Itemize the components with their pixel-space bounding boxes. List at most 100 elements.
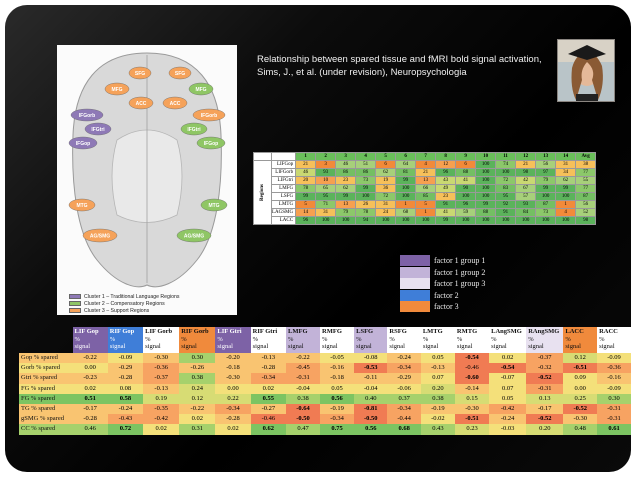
- column-header: RAngSMG% signal: [526, 327, 564, 353]
- factor-label: factor 1 group 2: [434, 267, 486, 277]
- region-ifgop: IFGop: [196, 136, 226, 150]
- table-cell: 100: [535, 216, 557, 225]
- table-cell: -0.45: [286, 363, 321, 374]
- table-cell: 81: [395, 168, 417, 177]
- factor-swatch: [400, 266, 430, 278]
- table-cell: -0.24: [387, 353, 421, 364]
- row-label: Gorb % spared: [19, 363, 73, 374]
- table-row: Gop % spared -0.22 -0.09 -0.30 0.30 -0.20 -0.1…: [19, 353, 631, 364]
- table-cell: 5: [415, 200, 437, 209]
- table-cell: -0.52: [526, 414, 564, 425]
- column-header: 8: [435, 152, 457, 161]
- table-cell: 0.02: [179, 414, 216, 425]
- table-cell: 92: [495, 200, 517, 209]
- table-cell: -0.34: [215, 403, 251, 415]
- column-header: Avg: [575, 152, 597, 161]
- table-cell: 78: [355, 208, 377, 217]
- table-cell: 0.31: [179, 424, 216, 435]
- region-sfg: SFG: [128, 66, 152, 80]
- table-cell: 38: [575, 160, 597, 169]
- table-cell: 98: [575, 216, 597, 225]
- table-row: LAGSMG 14 31 79 78 24 68 1 41 59 88 91 84 73 4 52: [254, 208, 597, 217]
- table-cell: 3: [315, 160, 337, 169]
- table-cell: 0.56: [354, 424, 388, 435]
- table-cell: 0.62: [250, 424, 287, 435]
- table-cell: 99: [475, 200, 497, 209]
- legend-swatch: [69, 308, 81, 313]
- table-cell: 99: [355, 184, 377, 193]
- table-cell: -0.30: [563, 414, 598, 425]
- svg-text:MFG: MFG: [111, 87, 122, 93]
- factor-legend-item: factor 1 group 1: [400, 255, 485, 267]
- table-cell: -0.37: [143, 373, 180, 384]
- table-cell: 96: [435, 168, 457, 177]
- table-cell: 0.02: [489, 353, 527, 364]
- table-cell: 88: [475, 208, 497, 217]
- table-row: LIFGtri 20 10 23 73 19 99 13 43 41 100 72 42 79 62 55: [254, 176, 597, 185]
- table-row: LIFGorb 46 93 86 86 62 81 21 96 88 100 100 98 97 34 77: [254, 168, 597, 177]
- table-cell: -0.13: [250, 353, 287, 364]
- table-row: Gorb % spared 0.00 -0.29 -0.36 -0.26 -0.18 -0.…: [19, 363, 631, 374]
- brain-figure: SFG SFG MFG MFG ACC ACC IFGorb IFGorb IFGtri IFGt…: [57, 45, 237, 315]
- table-row: FG % spared 0.02 0.08 -0.13 0.24 0.00 0.02 -0.0…: [19, 383, 631, 394]
- row-label: Gop % spared: [19, 353, 73, 364]
- table-cell: 100: [515, 216, 537, 225]
- table-cell: -0.29: [107, 363, 144, 374]
- svg-text:IFGop: IFGop: [76, 141, 90, 147]
- column-header: RMFG% signal: [320, 327, 355, 353]
- table-cell: 31: [315, 208, 337, 217]
- table-cell: 6: [375, 160, 397, 169]
- table-cell: -0.36: [143, 363, 180, 374]
- column-header: RACC% signal: [597, 327, 631, 353]
- table-cell: 71: [315, 200, 337, 209]
- table-cell: 62: [555, 176, 577, 185]
- svg-text:ACC: ACC: [136, 101, 147, 107]
- table-cell: 1: [555, 200, 577, 209]
- table-header-row: 1 2 3 4 5 6 7 8 9 10 11 12 13 14 Avg: [253, 152, 597, 161]
- table-cell: 24: [375, 208, 397, 217]
- table-cell: 0.72: [107, 424, 144, 435]
- column-header: 2: [315, 152, 337, 161]
- factor-label: factor 2: [434, 290, 459, 300]
- author-photo: [557, 39, 615, 102]
- table-cell: 0.25: [563, 393, 598, 404]
- table-cell: 0.00: [563, 383, 598, 394]
- table-cell: 77: [575, 184, 597, 193]
- table-cell: 64: [395, 160, 417, 169]
- table-cell: 46: [335, 160, 357, 169]
- svg-text:AG/SMG: AG/SMG: [184, 234, 204, 240]
- table-cell: 99: [395, 176, 417, 185]
- row-label: FG % spared: [19, 393, 73, 404]
- table-cell: 31: [375, 200, 397, 209]
- table-cell: 0.61: [597, 424, 631, 435]
- table-cell: -0.50: [354, 414, 388, 425]
- svg-text:SFG: SFG: [135, 71, 145, 77]
- factor-label: factor 1 group 1: [434, 256, 486, 266]
- table-cell: 0.38: [286, 393, 321, 404]
- title-line-1: Relationship between spared tissue and f…: [257, 54, 542, 65]
- table-cell: 0.30: [597, 393, 631, 404]
- row-label: LAGSMG: [270, 208, 297, 217]
- table-cell: 0.02: [250, 383, 287, 394]
- table-cell: 62: [375, 168, 397, 177]
- column-header: LIF Gtri% signal: [215, 327, 251, 353]
- column-header: RIF Gop% signal: [107, 327, 144, 353]
- table-row: gSMG % spared -0.28 -0.43 -0.42 0.02 -0.28 -0.…: [19, 414, 631, 425]
- table-cell: -0.22: [179, 403, 216, 415]
- table-cell: 0.46: [72, 424, 108, 435]
- legend-label: Cluster 1 – Traditional Language Regions: [84, 293, 180, 300]
- table-cell: 95: [315, 192, 337, 201]
- table-cell: -0.64: [286, 403, 321, 415]
- table-row: LMTG 5 71 13 26 31 1 5 91 96 99 92 93 87 1 56: [254, 200, 597, 209]
- column-header: 7: [415, 152, 437, 161]
- table-cell: -0.09: [597, 353, 631, 364]
- slide: SFG SFG MFG MFG ACC ACC IFGorb IFGorb IFGtri IFGt…: [5, 5, 631, 472]
- table-cell: 100: [495, 216, 517, 225]
- table-cell: -0.31: [286, 373, 321, 384]
- table-cell: 0.58: [107, 393, 144, 404]
- table-cell: 56: [535, 160, 557, 169]
- table-cell: 52: [575, 208, 597, 217]
- table-cell: 91: [495, 208, 517, 217]
- table-cell: -0.42: [143, 414, 180, 425]
- table-cell: -0.26: [179, 363, 216, 374]
